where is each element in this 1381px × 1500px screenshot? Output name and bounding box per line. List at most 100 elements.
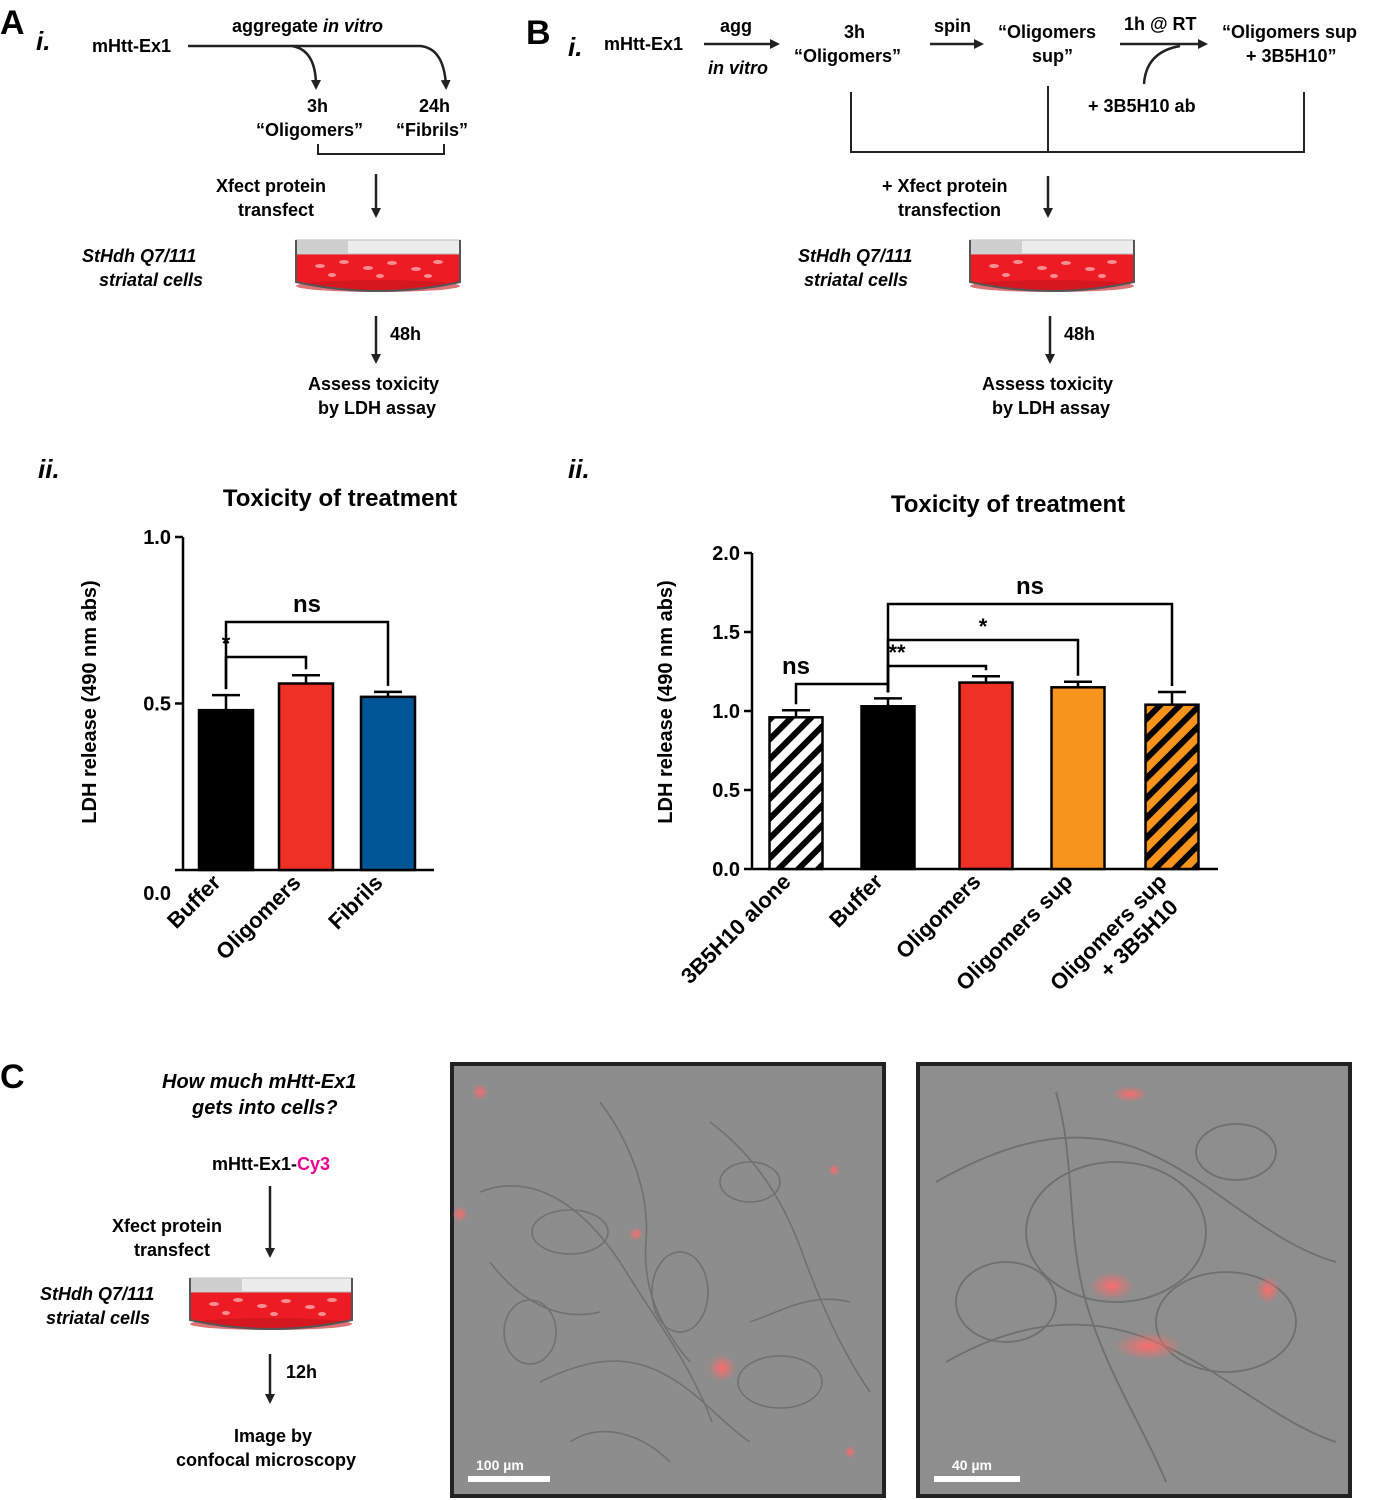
- a-oligomers-label: “Oligomers”: [256, 120, 363, 140]
- category-label: Oligomers: [891, 869, 986, 964]
- significance-label: ns: [1016, 573, 1044, 600]
- y-tick-label: 0.0: [143, 883, 171, 905]
- chart-b-title: Toxicity of treatment: [891, 491, 1125, 518]
- micrograph-1: 100 µm: [450, 1062, 886, 1498]
- c-image-label-2: confocal microscopy: [176, 1450, 356, 1470]
- scalebar-1: [468, 1476, 550, 1482]
- y-tick-label: 1.0: [143, 527, 171, 549]
- bar-0: [768, 716, 824, 871]
- significance-bracket: [224, 620, 390, 690]
- c-cells-label-1: StHdh Q7/111: [40, 1284, 154, 1304]
- c-cells-label-2: striatal cells: [46, 1308, 150, 1328]
- b-cells-label-1: StHdh Q7/111: [798, 246, 912, 266]
- chart-b-plot-area: 0.0 0.5 1.0 1.5 2.0 3B5H10 alone Buffer Oligome…: [676, 543, 1218, 995]
- y-tick-label: 1.0: [712, 701, 740, 723]
- panel-c-scheme: C How much mHtt-Ex1 gets into cells? mHt…: [0, 1058, 356, 1470]
- cell-outlines: [479, 1101, 871, 1463]
- b-ab-label: + 3B5H10 ab: [1088, 96, 1196, 116]
- a-24h-label: 24h: [419, 96, 450, 116]
- bar-4: [1144, 703, 1200, 871]
- b-ab-curve: [1142, 44, 1181, 85]
- b-olig-sup-label-1: “Oligomers: [998, 22, 1096, 42]
- bar-1: [277, 682, 335, 872]
- a-xfect-label-1: Xfect protein: [216, 176, 326, 196]
- y-tick-label: 1.5: [712, 622, 740, 644]
- b-final-label-1: “Oligomers sup: [1222, 22, 1357, 42]
- panel-b-sub-ii: ii.: [568, 454, 590, 484]
- a-aggregate-label: aggregate in vitro: [232, 16, 383, 36]
- b-agg-label: agg: [720, 16, 752, 36]
- b-cells-label-2: striatal cells: [804, 270, 908, 290]
- y-tick-label: 0.5: [143, 694, 171, 716]
- bar-3: [1050, 686, 1106, 871]
- panel-a-scheme: A i. mHtt-Ex1 aggregate in vitro 3h “Oli…: [0, 4, 468, 418]
- a-bracket: [317, 144, 445, 155]
- y-tick-label: 2.0: [712, 543, 740, 565]
- scalebar-1-label: 100 µm: [476, 1457, 524, 1473]
- a-cells-label-2: striatal cells: [99, 270, 203, 290]
- c-label: mHtt-Ex1-Cy3: [212, 1154, 330, 1174]
- b-start-label: mHtt-Ex1: [604, 34, 683, 54]
- c-xfect-label-2: transfect: [134, 1240, 210, 1260]
- b-xfect-label-2: transfection: [898, 200, 1001, 220]
- bar-0: [197, 708, 255, 872]
- panel-c-letter: C: [0, 1058, 25, 1096]
- y-tick-label: 0.0: [712, 859, 740, 881]
- b-olig-sup-label-2: sup”: [1032, 46, 1073, 66]
- c-xfect-label-1: Xfect protein: [112, 1216, 222, 1236]
- y-tick-label: 0.5: [712, 780, 740, 802]
- c-12h-label: 12h: [286, 1362, 317, 1382]
- a-start-label: mHtt-Ex1: [92, 36, 171, 56]
- significance-bracket: [886, 602, 1174, 693]
- bar-2: [958, 681, 1014, 871]
- b-xfect-label-1: + Xfect protein: [882, 176, 1008, 196]
- panel-a-sub-ii: ii.: [38, 454, 60, 484]
- scalebar-2: [934, 1476, 1020, 1482]
- panel-b-sub-i: i.: [568, 32, 582, 62]
- b-bracket: [850, 86, 1305, 153]
- category-label: Buffer: [824, 869, 888, 933]
- chart-a-ylabel: LDH release (490 nm abs): [79, 580, 101, 823]
- panel-b-chart: ii. Toxicity of treatment LDH release (4…: [568, 454, 1218, 995]
- panel-a-chart: ii. Toxicity of treatment LDH release (4…: [38, 454, 457, 964]
- b-spin-label: spin: [934, 16, 971, 36]
- significance-label: **: [888, 640, 906, 665]
- significance-label: *: [979, 614, 988, 639]
- a-assess-label-2: by LDH assay: [318, 398, 436, 418]
- b-assess-label-2: by LDH assay: [992, 398, 1110, 418]
- b-final-label-2: + 3B5H10”: [1246, 46, 1337, 66]
- a-aggregate-line: [188, 44, 451, 90]
- a-3h-label: 3h: [307, 96, 328, 116]
- cy3-puncta: [452, 1084, 856, 1458]
- panel-a-sub-i: i.: [36, 26, 50, 56]
- panel-b-scheme: B i. mHtt-Ex1 agg in vitro 3h “Oligomers…: [526, 14, 1357, 418]
- a-assess-label-1: Assess toxicity: [308, 374, 439, 394]
- cy3-puncta-2: [1090, 1086, 1280, 1360]
- a-3h-arrow: [291, 44, 321, 90]
- category-label: Buffer: [162, 870, 226, 934]
- bar-1: [860, 705, 916, 871]
- b-petri-dish-icon: [969, 239, 1135, 292]
- b-invitro-label: in vitro: [708, 58, 768, 78]
- a-cells-label-1: StHdh Q7/111: [82, 246, 196, 266]
- b-oligomers-label: “Oligomers”: [794, 46, 901, 66]
- b-assess-label-1: Assess toxicity: [982, 374, 1113, 394]
- a-xfect-label-2: transfect: [238, 200, 314, 220]
- c-question-1: How much mHtt-Ex1: [162, 1071, 356, 1093]
- category-label: Fibrils: [323, 870, 387, 934]
- significance-label: ns: [293, 591, 321, 618]
- b-rt-label: 1h @ RT: [1124, 14, 1197, 34]
- a-fibrils-label: “Fibrils”: [396, 120, 468, 140]
- panel-b-letter: B: [526, 14, 551, 52]
- significance-bracket: [794, 682, 890, 705]
- c-question-2: gets into cells?: [191, 1097, 338, 1119]
- a-petri-dish-icon: [295, 239, 461, 292]
- a-48h-label: 48h: [390, 324, 421, 344]
- micrograph-2: 40 µm: [916, 1062, 1352, 1498]
- significance-label: ns: [782, 653, 810, 680]
- category-label: 3B5H10 alone: [676, 869, 796, 989]
- scalebar-2-label: 40 µm: [952, 1457, 992, 1473]
- panel-a-letter: A: [0, 4, 25, 42]
- c-petri-dish-icon: [189, 1277, 353, 1330]
